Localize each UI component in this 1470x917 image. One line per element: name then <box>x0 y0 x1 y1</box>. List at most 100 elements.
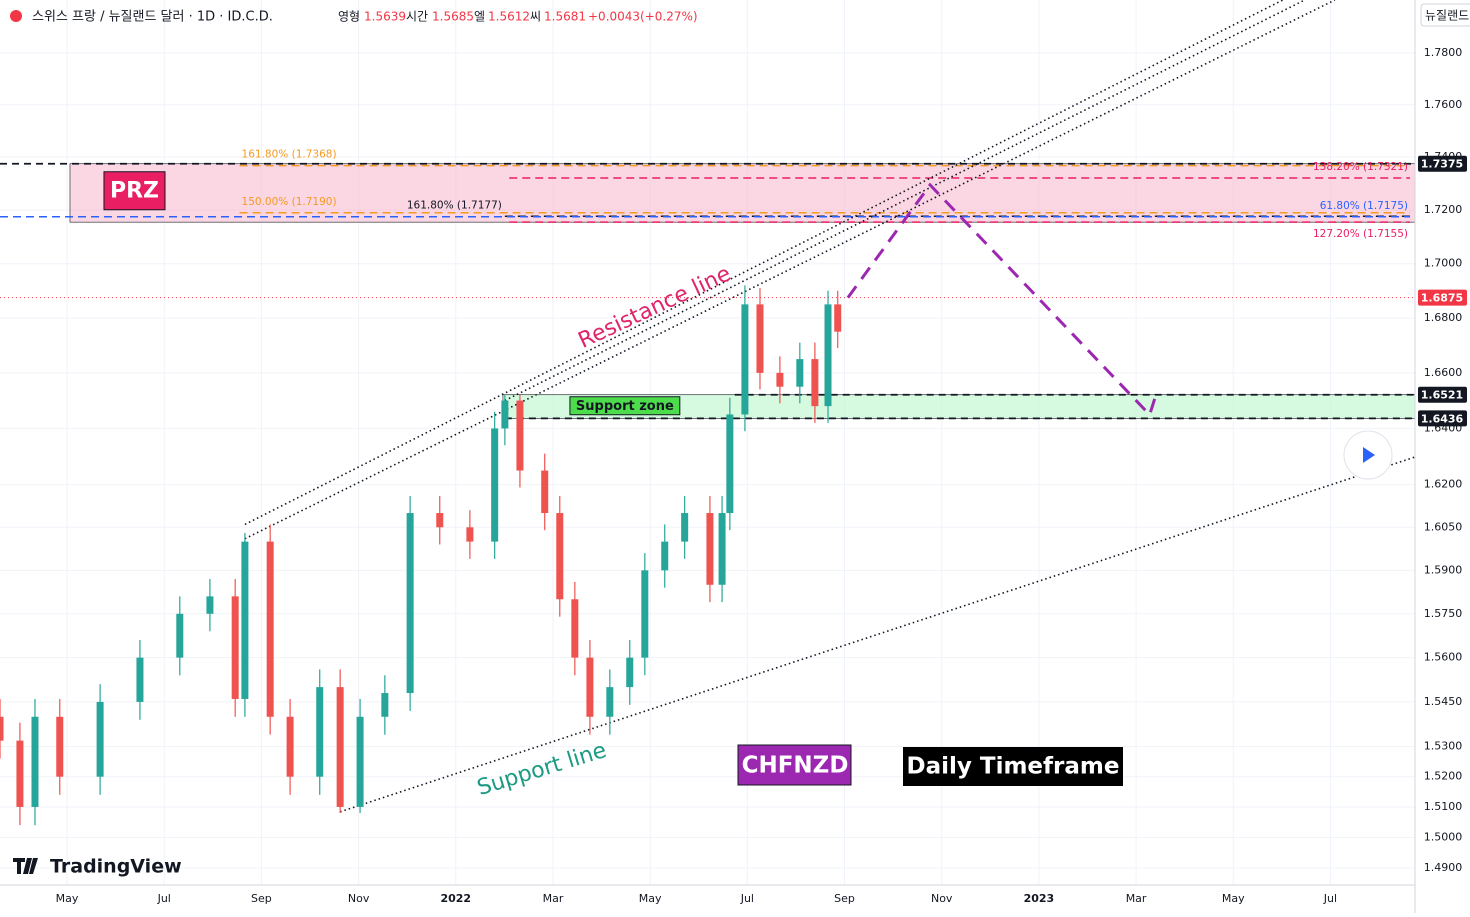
candle-body <box>176 613 184 658</box>
candle-body <box>266 541 274 717</box>
level-label: 1.6436 <box>1421 412 1464 425</box>
symbol-box <box>737 744 852 786</box>
x-tick-label: Mar <box>543 892 564 905</box>
change-value: +0.0043(+0.27%) <box>588 10 698 24</box>
trend-line <box>244 0 1336 540</box>
plot <box>0 0 1415 826</box>
brand-name: TradingView <box>50 856 182 878</box>
fib-label: 127.20% (1.7155) <box>1313 228 1408 240</box>
candle-body <box>381 693 389 717</box>
candle-body <box>681 513 689 542</box>
currency-label: 뉴질랜드 <box>1425 9 1469 23</box>
ohlc-value: 1.5612 <box>488 10 530 24</box>
candle-body <box>316 687 324 777</box>
y-tick-label: 1.5000 <box>1424 830 1463 843</box>
x-tick-label: May <box>639 892 662 905</box>
y-tick-label: 1.5300 <box>1424 740 1463 753</box>
y-tick-label: 1.7800 <box>1424 46 1463 59</box>
y-tick-label: 1.5100 <box>1424 800 1463 813</box>
level-box <box>1418 410 1467 427</box>
candle-body <box>741 304 749 415</box>
candle-body <box>466 527 474 542</box>
x-tick-label: Jul <box>1323 892 1337 905</box>
y-tick-label: 1.4900 <box>1424 861 1463 874</box>
candle-body <box>231 596 239 699</box>
y-tick-label: 1.7000 <box>1424 257 1463 270</box>
fib-label: 161.80% (1.7368) <box>242 149 337 161</box>
candle-body <box>726 414 734 514</box>
candle-body <box>556 513 564 600</box>
candle-body <box>516 400 524 471</box>
candle-body <box>31 716 39 807</box>
y-tick-label: 1.6600 <box>1424 366 1463 379</box>
zone-label-box <box>569 396 681 416</box>
candle-body <box>641 570 649 658</box>
y-tick-label: 1.7200 <box>1424 203 1463 216</box>
timeframe-label: Daily Timeframe <box>907 754 1120 780</box>
zone-label: PRZ <box>110 179 159 204</box>
fib-label: 150.00% (1.7190) <box>242 196 337 208</box>
axes: 1.78001.76001.74001.72001.70001.68001.66… <box>56 46 1467 905</box>
currency-box <box>1420 3 1470 27</box>
y-tick-label: 1.5900 <box>1424 563 1463 576</box>
y-tick-label: 1.6800 <box>1424 311 1463 324</box>
candle-body <box>336 687 344 807</box>
x-tick-label: May <box>1222 892 1245 905</box>
brand-logo <box>13 858 38 874</box>
level-box <box>1418 155 1467 172</box>
candle-body <box>756 304 764 373</box>
ohlc-value: 1.5639 <box>364 10 406 24</box>
candle-body <box>811 359 819 407</box>
x-tick-label: Mar <box>1126 892 1147 905</box>
fib-label: 138.20% (1.7321) <box>1313 161 1408 173</box>
level-box <box>1418 289 1467 306</box>
fib-label: 161.80% (1.7177) <box>407 199 502 211</box>
candle-body <box>718 513 726 585</box>
x-tick-label: Sep <box>834 892 855 905</box>
candle-body <box>776 372 784 387</box>
candle-body <box>241 541 249 699</box>
ohlc-label: 엘 <box>474 10 485 24</box>
candle-body <box>661 541 669 571</box>
x-tick-label: Sep <box>251 892 272 905</box>
y-tick-label: 1.5450 <box>1424 695 1463 708</box>
candle-body <box>16 740 24 807</box>
candle-body <box>824 304 832 407</box>
trend-line <box>244 0 1284 526</box>
candle-body <box>436 513 444 528</box>
candle-body <box>834 304 842 332</box>
candle-body <box>706 513 714 585</box>
ohlc-value: 1.5685 <box>432 10 474 24</box>
zone-label: Support zone <box>576 399 674 414</box>
x-tick-label: Nov <box>931 892 953 905</box>
zones: PRZ Support zone <box>69 163 1416 419</box>
candle-body <box>136 657 144 702</box>
candle-body <box>541 470 549 514</box>
y-tick-label: 1.5600 <box>1424 651 1463 664</box>
y-tick-label: 1.5200 <box>1424 770 1463 783</box>
candle-body <box>586 657 594 717</box>
x-tick-label: 2023 <box>1024 892 1055 905</box>
projection-path <box>846 182 1157 418</box>
candle-body <box>206 596 214 614</box>
candle-body <box>501 400 509 429</box>
candle-body <box>0 716 4 741</box>
x-tick-label: 2022 <box>440 892 471 905</box>
y-tick-label: 1.6200 <box>1424 478 1463 491</box>
x-tick-label: May <box>56 892 79 905</box>
symbol-title: 스위스 프랑 / 뉴질랜드 달러 · 1D · ID.C.D. <box>32 10 273 25</box>
ohlc-label: 씨 <box>530 10 541 24</box>
level-label: 1.6875 <box>1421 292 1463 305</box>
play-icon[interactable] <box>1363 447 1375 463</box>
level-label: 1.7375 <box>1421 158 1463 171</box>
candle-body <box>406 513 414 694</box>
y-tick-label: 1.7600 <box>1424 98 1463 111</box>
y-tick-label: 1.6050 <box>1424 520 1463 533</box>
fib-label: 61.80% (1.7175) <box>1320 200 1408 212</box>
ohlc-label: 영형 <box>338 10 360 24</box>
x-tick-label: Jul <box>157 892 171 905</box>
ohlc-value: 1.5681 <box>544 10 586 24</box>
candle-body <box>606 687 614 717</box>
